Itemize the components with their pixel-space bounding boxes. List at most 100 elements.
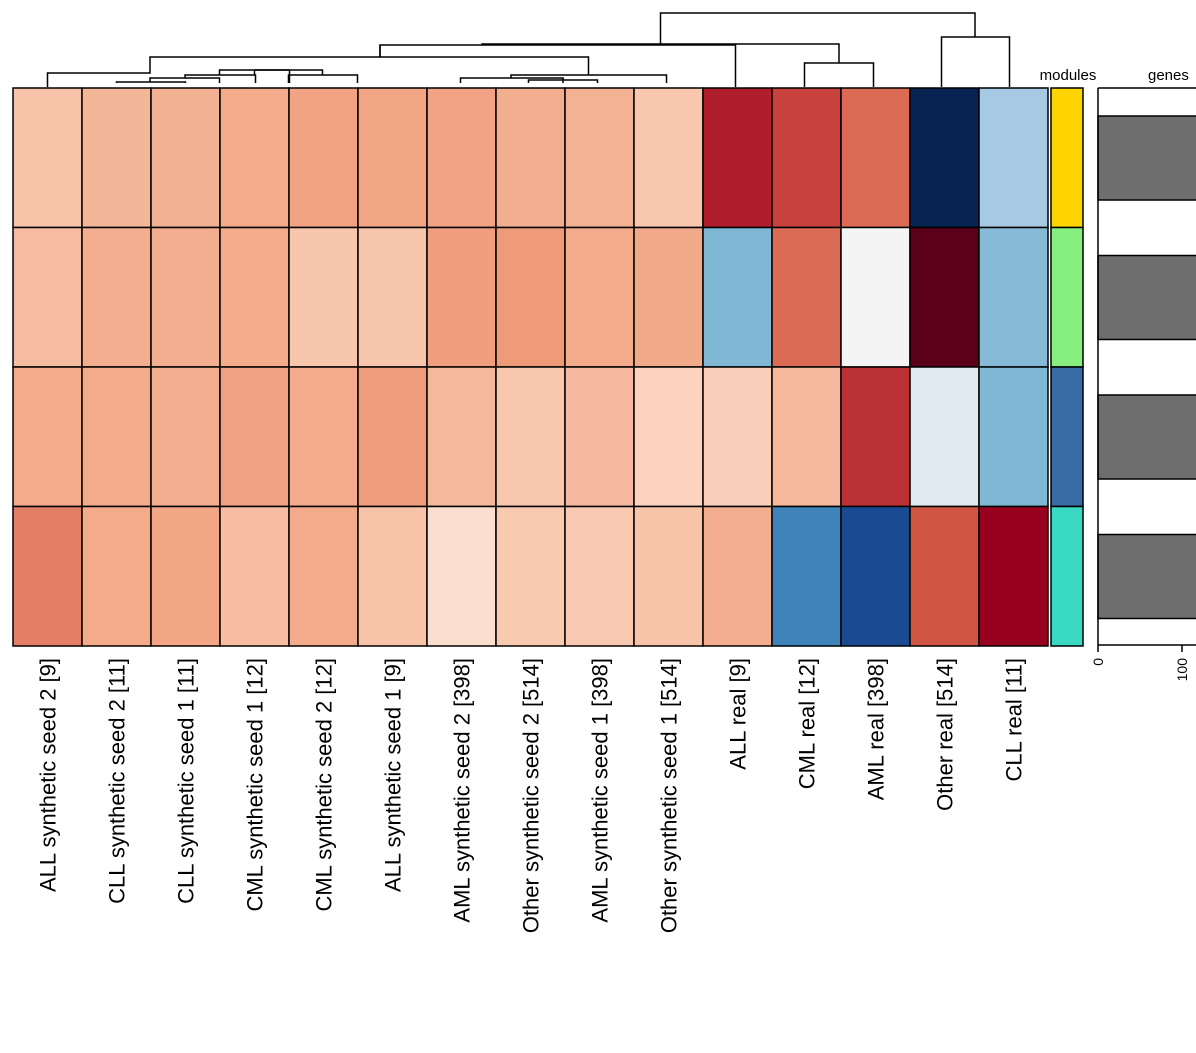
heatmap-cell-r4-c6	[357, 505, 428, 647]
heatmap-cell-r2-c8	[495, 226, 566, 368]
heatmap-cell-r2-c13	[840, 226, 911, 368]
heatmap-cell-r1-c12	[771, 87, 842, 229]
heatmap-cell-r2-c6	[357, 226, 428, 368]
heatmap-cell-r4-c15	[978, 505, 1049, 647]
heatmap-cell-r4-c3	[150, 505, 221, 647]
heatmap-cell-r3-c10	[633, 366, 704, 508]
dendrogram-branch-18	[940, 36, 1011, 87]
heatmap-cell-r2-c14	[909, 226, 980, 368]
heatmap-cell-r2-c1	[12, 226, 83, 368]
module-swatch-3	[1050, 366, 1084, 508]
heatmap-cell-r2-c9	[564, 226, 635, 368]
heatmap-cell-r4-c5	[288, 505, 359, 647]
dendrogram-branch-2	[115, 81, 187, 83]
dendrogram-branch-14	[380, 56, 590, 75]
column-label-14: Other real [514]	[933, 658, 958, 811]
column-label-6: ALL synthetic seed 1 [9]	[381, 658, 406, 892]
heatmap-cell-r2-c15	[978, 226, 1049, 368]
heatmap-cell-r3-c3	[150, 366, 221, 508]
heatmap-cell-r2-c2	[81, 226, 152, 368]
heatmap-cell-r1-c11	[702, 87, 773, 229]
module-swatch-2	[1050, 226, 1084, 368]
genes-tick-label-2: 100	[1174, 658, 1190, 682]
dendrogram-branch-19	[659, 12, 976, 44]
dendrogram-branch-16	[803, 62, 875, 87]
heatmap-cell-r4-c4	[219, 505, 290, 647]
heatmap-cell-r1-c3	[150, 87, 221, 229]
dendrogram-branch-15	[379, 44, 737, 87]
heatmap-cell-r2-c4	[219, 226, 290, 368]
modules-annotation	[1050, 87, 1084, 647]
heatmap-cell-r2-c12	[771, 226, 842, 368]
heatmap-cell-r4-c11	[702, 505, 773, 647]
heatmap-cell-r1-c10	[633, 87, 704, 229]
dendrogram-branch-8	[149, 45, 381, 70]
dendrogram-branch-6	[287, 74, 359, 83]
heatmap-cell-r3-c6	[357, 366, 428, 508]
dendrogram-branch-1	[46, 70, 151, 87]
column-label-3: CLL synthetic seed 1 [11]	[174, 658, 199, 904]
column-dendrogram	[46, 12, 1011, 87]
column-labels: ALL synthetic seed 2 [9] CLL synthetic se…	[36, 658, 1027, 933]
heatmap-cell-r1-c7	[426, 87, 497, 229]
heatmap-cell-r4-c2	[81, 505, 152, 647]
heatmap-cell-r2-c10	[633, 226, 704, 368]
heatmap-cell-r2-c3	[150, 226, 221, 368]
heatmap-cell-r1-c1	[12, 87, 83, 229]
genes-tick-label-1: 0	[1090, 658, 1106, 666]
heatmap-cell-r3-c13	[840, 366, 911, 508]
heatmap-cell-r4-c13	[840, 505, 911, 647]
heatmap-cell-r1-c5	[288, 87, 359, 229]
heatmap-cell-r3-c1	[12, 366, 83, 508]
heatmap-cell-r1-c6	[357, 87, 428, 229]
modules-title: modules	[1040, 67, 1097, 84]
heatmap-cell-r1-c8	[495, 87, 566, 229]
genes-barplot: 0100200	[1090, 87, 1196, 682]
heatmap-cell-r4-c1	[12, 505, 83, 647]
heatmap-cell-r3-c2	[81, 366, 152, 508]
heatmap-cell-r2-c11	[702, 226, 773, 368]
heatmap-cell-r1-c4	[219, 87, 290, 229]
heatmap-cell-r4-c10	[633, 505, 704, 647]
heatmap-cell-r4-c12	[771, 505, 842, 647]
module-swatch-4	[1050, 505, 1084, 647]
dendrogram-branch-9	[254, 69, 324, 75]
heatmap-cell-r3-c15	[978, 366, 1049, 508]
heatmap-cell-r3-c5	[288, 366, 359, 508]
column-label-4: CML synthetic seed 1 [12]	[243, 658, 268, 912]
column-label-2: CLL synthetic seed 2 [11]	[105, 658, 130, 904]
heatmap-cell-r3-c7	[426, 366, 497, 508]
dendrogram-branch-13	[510, 74, 668, 83]
heatmap-cell-r1-c2	[81, 87, 152, 229]
heatmap-cell-r2-c7	[426, 226, 497, 368]
heatmap-cell-r3-c9	[564, 366, 635, 508]
column-label-13: AML real [398]	[864, 658, 889, 800]
heatmap-cell-r1-c9	[564, 87, 635, 229]
heatmap-cell-r4-c8	[495, 505, 566, 647]
heatmap-cell-r3-c12	[771, 366, 842, 508]
heatmap-cell-r3-c8	[495, 366, 566, 508]
column-label-9: AML synthetic seed 1 [398]	[588, 658, 613, 923]
column-label-8: Other synthetic seed 2 [514]	[519, 658, 544, 933]
genes-bar-3	[1097, 394, 1196, 480]
column-label-12: CML real [12]	[795, 658, 820, 789]
genes-bar-1	[1097, 115, 1196, 201]
column-label-15: CLL real [11]	[1002, 658, 1027, 782]
heatmap-cell-r1-c15	[978, 87, 1049, 229]
heatmap-cell-r2-c5	[288, 226, 359, 368]
heatmap-cell-r3-c4	[219, 366, 290, 508]
genes-title: genes	[1148, 67, 1189, 84]
genes-bar-2	[1097, 254, 1196, 341]
heatmap-cell-r4-c14	[909, 505, 980, 647]
heatmap-cells	[12, 87, 1049, 647]
column-label-7: AML synthetic seed 2 [398]	[450, 658, 475, 923]
dendrogram-branch-17	[481, 43, 840, 63]
heatmap-cell-r3-c11	[702, 366, 773, 508]
module-swatch-1	[1050, 87, 1084, 229]
heatmap-cell-r4-c9	[564, 505, 635, 647]
genes-bar-4	[1097, 533, 1196, 620]
column-label-11: ALL real [9]	[726, 658, 751, 770]
heatmap-cell-r1-c14	[909, 87, 980, 229]
column-label-1: ALL synthetic seed 2 [9]	[36, 658, 61, 892]
